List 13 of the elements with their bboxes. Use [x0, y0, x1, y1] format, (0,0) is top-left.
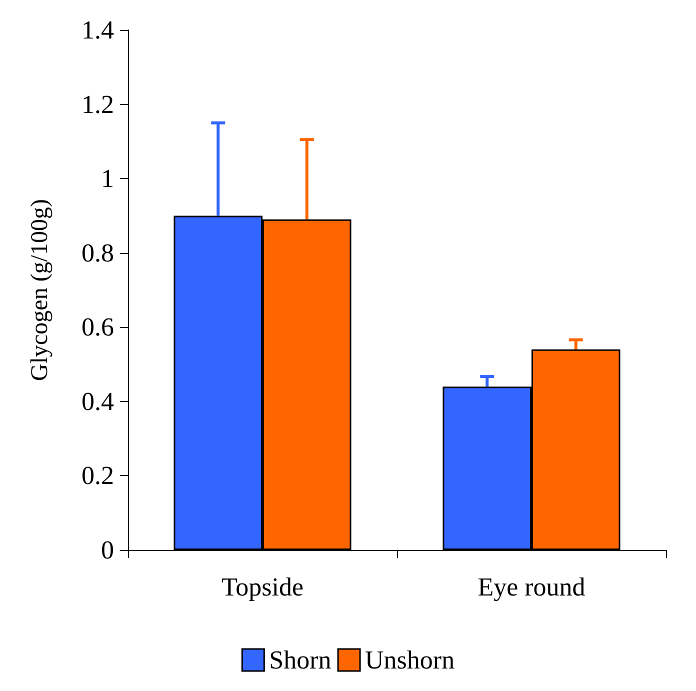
x-tick-label: Eye round [478, 572, 586, 602]
y-tick-label: 0.4 [82, 386, 114, 416]
y-tick-label: 0.6 [82, 312, 114, 342]
y-axis-title: Glycogen (g/100g) [27, 199, 53, 381]
y-tick-label: 0.2 [82, 461, 114, 490]
legend-label: Shorn [269, 646, 332, 674]
y-tick-label: 0.8 [82, 238, 114, 268]
x-tick-label: Topside [222, 572, 304, 602]
y-tick-label: 1.2 [82, 90, 114, 119]
y-tick-label: 1.4 [82, 16, 114, 44]
y-tick-label: 0 [101, 536, 114, 564]
y-tick-label: 1 [101, 164, 114, 194]
legend-label: Unshorn [365, 646, 455, 674]
